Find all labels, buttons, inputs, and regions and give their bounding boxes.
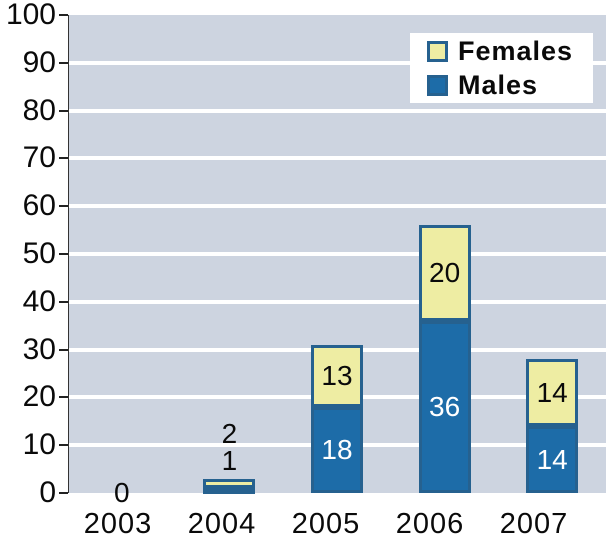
y-axis-tick — [59, 205, 68, 208]
y-axis-tick-label: 40 — [22, 284, 56, 318]
gridline — [69, 108, 606, 113]
x-axis-tick-label: 2003 — [83, 508, 153, 540]
legend-label-males: Males — [458, 70, 539, 100]
bar-segment-males — [418, 320, 471, 493]
x-axis-tick-label: 2005 — [291, 508, 361, 540]
y-axis-tick-label: 0 — [39, 476, 56, 509]
y-axis-tick-label: 10 — [22, 428, 56, 462]
bar-value-label: 0 — [114, 477, 130, 508]
legend-label-females: Females — [458, 36, 574, 66]
bar-value-label: 1 — [221, 444, 238, 476]
y-axis-tick-label: 60 — [22, 189, 56, 223]
y-axis-tick-label: 80 — [22, 93, 56, 127]
y-axis-tick — [59, 61, 68, 64]
bar-segment-females — [311, 344, 363, 407]
bar-value-label: 36 — [429, 390, 461, 422]
legend-item-females: Females — [410, 35, 593, 67]
y-axis-tick — [59, 396, 68, 399]
y-axis-tick — [59, 300, 68, 303]
y-axis-tick — [59, 492, 68, 494]
bar-segment-females — [203, 478, 256, 489]
y-axis-tick — [59, 348, 68, 351]
y-axis-tick — [59, 157, 68, 160]
y-axis-tick — [59, 444, 68, 447]
females-swatch-icon — [427, 40, 448, 62]
bar-value-label: 2 — [221, 417, 238, 449]
bar-value-label: 20 — [429, 257, 461, 289]
x-axis-tick-label: 2007 — [499, 508, 569, 540]
gridline — [69, 299, 606, 304]
bar-segment-males — [311, 406, 363, 493]
bar-value-label: 14 — [536, 443, 568, 475]
y-axis-tick — [59, 253, 68, 255]
gridline — [69, 156, 606, 161]
x-axis-tick-label: 2004 — [187, 508, 257, 540]
bar-value-label: 14 — [536, 376, 568, 408]
y-axis-tick-label: 90 — [22, 45, 56, 79]
bar-value-label: 18 — [321, 433, 353, 465]
y-axis-tick — [59, 109, 68, 112]
y-axis-tick-label: 70 — [22, 141, 56, 175]
y-axis-tick-label: 50 — [22, 237, 56, 270]
legend: Females Males — [410, 33, 593, 103]
y-axis-tick — [59, 14, 68, 16]
y-axis-tick-label: 20 — [22, 380, 56, 414]
bar-segment-males — [526, 426, 579, 493]
y-axis-tick-label: 100 — [5, 0, 56, 31]
x-axis-tick-label: 2006 — [395, 508, 465, 540]
gridline — [69, 252, 606, 256]
bar-segment-females — [418, 225, 471, 321]
bar-segment-females — [526, 359, 579, 427]
y-axis-tick-label: 30 — [22, 332, 56, 366]
gridline — [69, 60, 606, 65]
bar-value-label: 13 — [321, 359, 353, 391]
bar-segment-males — [203, 488, 256, 495]
males-swatch-icon — [427, 74, 448, 96]
gridline — [69, 204, 606, 209]
legend-item-males: Males — [410, 69, 593, 101]
